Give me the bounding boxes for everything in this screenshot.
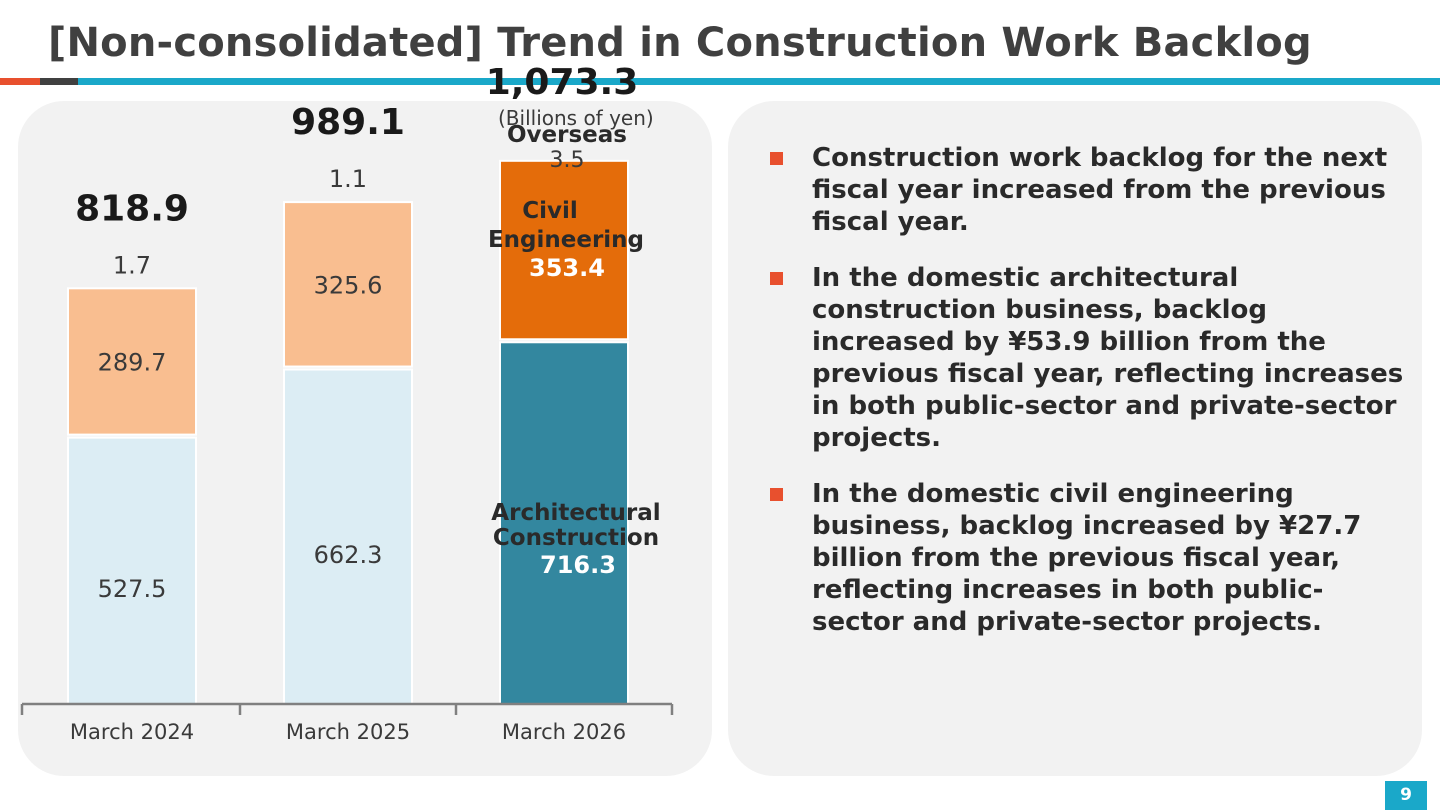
bar-architectural [499,341,629,705]
data-label-civil-engineering: 289.7 [98,348,167,376]
bar-architectural [283,368,413,705]
title-rule-dark [40,78,78,85]
bar-architectural [67,436,197,705]
bullet-item: In the domestic architectural constructi… [768,262,1408,454]
total-label: 989.1 [291,102,405,143]
bullet-text: In the domestic architectural constructi… [812,263,1404,453]
bullet-text: Construction work backlog for the next f… [812,143,1388,237]
x-tick-label: March 2026 [502,720,626,744]
data-label-overseas: 1.7 [113,251,151,279]
series-name-architectural: Architectural [491,500,660,526]
bullet-square-icon [770,272,783,285]
bullet-list: Construction work backlog for the next f… [768,142,1408,662]
page-number: 9 [1385,781,1427,810]
total-label: 1,073.3 [486,62,639,103]
units-label: (Billions of yen) [498,106,654,130]
series-name-architectural: Construction [493,525,659,551]
data-label-overseas: 1.1 [329,165,367,193]
x-tick-label: March 2025 [286,720,410,744]
page-title: [Non-consolidated] Trend in Construction… [48,20,1312,66]
series-name-civil-engineering: Engineering [488,227,644,253]
bullet-item: Construction work backlog for the next f… [768,142,1408,238]
total-label: 818.9 [75,188,189,229]
series-name-civil-engineering: Civil [522,198,578,224]
bar-civil-engineering [283,201,413,368]
bar-civil-engineering [67,287,197,436]
bullets-panel [728,101,1422,776]
data-label-civil-engineering: 353.4 [529,254,605,282]
bullet-square-icon [770,152,783,165]
data-label-architectural: 716.3 [540,551,616,579]
title-rule-accent [0,78,40,85]
bullet-square-icon [770,488,783,501]
data-label-overseas: 3.5 [550,148,585,173]
data-label-civil-engineering: 325.6 [314,271,383,299]
series-name-overseas: Overseas [507,122,627,148]
x-tick-label: March 2024 [70,720,194,744]
data-label-architectural: 662.3 [314,541,383,569]
bar-civil-engineering [499,159,629,341]
bullet-text: In the domestic civil engineering busine… [812,479,1362,637]
bullet-item: In the domestic civil engineering busine… [768,478,1408,638]
data-label-architectural: 527.5 [98,575,167,603]
title-rule-main [78,78,1440,85]
